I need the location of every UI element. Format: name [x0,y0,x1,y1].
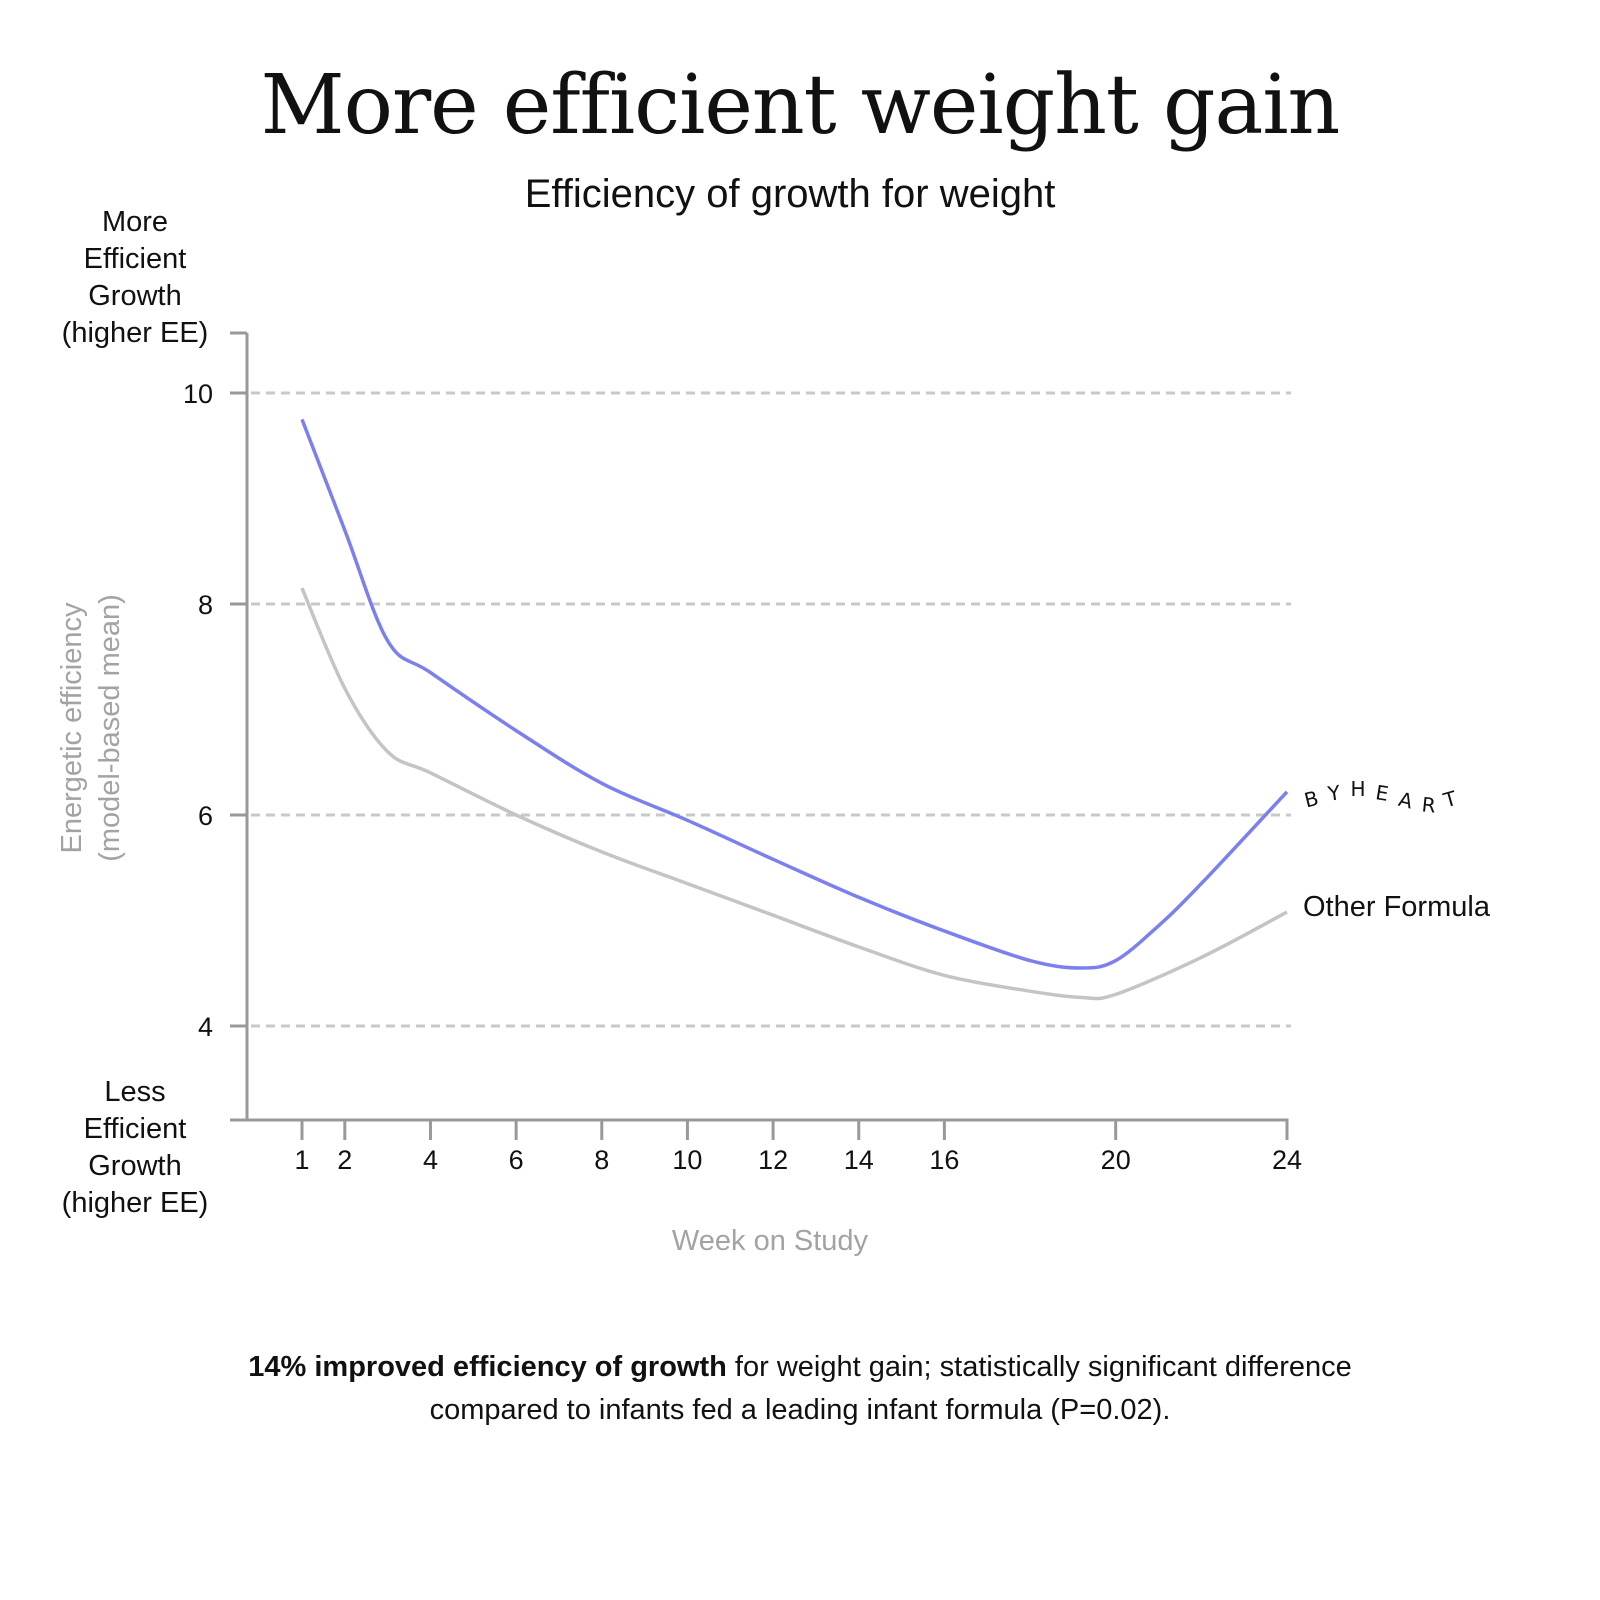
axes [230,331,1289,1122]
footnote-text: for weight gain; statistically significa… [726,1351,1352,1383]
y-tick-label: 10 [183,379,213,409]
x-axis-title: Week on Study [672,1225,869,1257]
chart-subtitle: Efficiency of growth for weight [524,172,1056,216]
more-efficient-annotation: More Efficient Growth (higher EE) [40,204,230,352]
annotation-line: Growth [88,1150,182,1182]
x-tick-label: 1 [294,1145,309,1175]
footnote-line-2: compared to infants fed a leading infant… [429,1394,1171,1426]
footnote-highlight: 14% improved efficiency of growth [248,1351,727,1383]
brand-letter: R [1421,792,1437,817]
series-label-other-formula: Other Formula [1303,891,1491,923]
x-tick-label: 2 [337,1145,352,1175]
y-axis-title: Energetic efficiency (model-based mean) [56,594,126,862]
brand-letter: E [1374,780,1390,806]
series-lines [300,418,1289,1001]
y-tick-label: 6 [198,801,213,831]
annotation-line: (higher EE) [61,1187,209,1219]
brand-letter: B [1302,786,1321,813]
brand-letter: H [1350,777,1365,801]
x-tick-label: 12 [758,1145,788,1175]
annotation-line: Efficient [83,243,187,275]
annotation-line: Growth [88,280,182,312]
annotation-line: More [101,206,169,238]
grid-lines [251,391,1291,1028]
x-tick-label: 20 [1101,1145,1131,1175]
less-efficient-annotation: Less Efficient Growth (higher EE) [40,1074,230,1222]
x-tick-label: 6 [509,1145,524,1175]
y-tick-label: 4 [198,1012,213,1042]
brand-letter: T [1440,786,1460,813]
footnote: 14% improved efficiency of growth for we… [0,1346,1600,1432]
x-tick-label: 10 [672,1145,702,1175]
y-axis-title-line: (model-based mean) [94,594,126,862]
page-title: More efficient weight gain [260,58,1341,153]
x-tick-label: 8 [594,1145,609,1175]
annotation-line: (higher EE) [61,317,209,349]
x-tick-label: 24 [1272,1145,1302,1175]
annotation-line: Less [104,1076,166,1108]
y-axis-title-line: Energetic efficiency [56,602,88,853]
x-tick-label: 14 [844,1145,874,1175]
brand-letter: A [1396,787,1415,814]
series-line-other-formula [300,587,1288,1001]
footnote-line-1: 14% improved efficiency of growth for we… [0,1346,1600,1389]
x-tick-label: 16 [929,1145,959,1175]
y-tick-label: 8 [198,590,213,620]
brand-letter: Y [1325,780,1342,806]
x-tick-label: 4 [423,1145,438,1175]
annotation-line: Efficient [83,1113,187,1145]
series-line-byheart [300,418,1289,970]
